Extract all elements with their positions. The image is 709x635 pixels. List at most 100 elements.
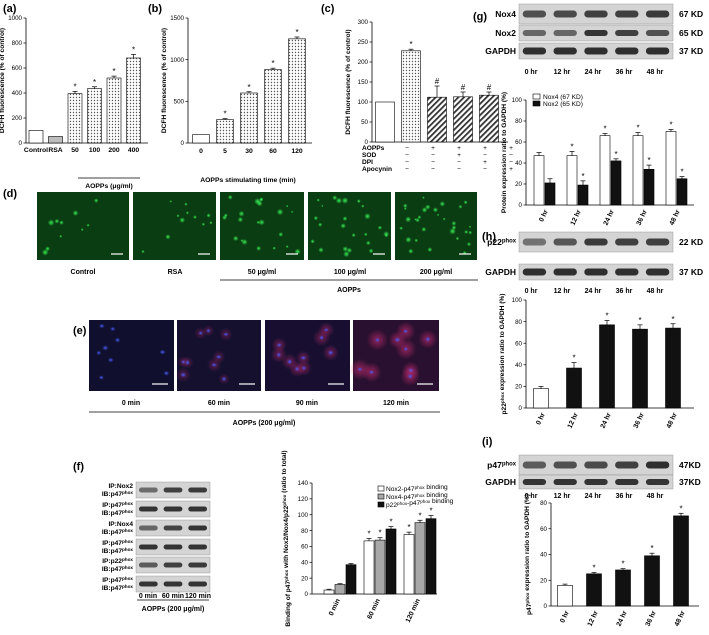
blot-h: p22phox 22 KD GAPDH 37 KD 0 hr 12 hr 24 hr 36 h… [485,231,703,295]
blot-kd-label: 67 KD [679,9,703,19]
bar [615,569,631,607]
blot-band [645,461,670,469]
y-tick-label: 300 [358,19,369,26]
cell-dot [222,215,228,221]
cell-dot [72,210,79,216]
significance-star: * [647,156,650,165]
d-label-200: 200 μg/ml [420,269,452,276]
y-axis-label: DCFH fluorescence (% of control) [345,29,352,134]
blot-band [138,487,158,493]
significance-star: * [295,28,298,37]
treatment-sign: − [431,152,435,159]
cell-dot [206,213,211,218]
cell-dot [165,234,171,240]
cell-dot [278,231,284,237]
blot-row-label: IP:p47phox [102,539,133,547]
blot-row-label: IB:p47phox [102,528,134,536]
cell-dot [340,223,346,229]
cell-dot [184,202,188,206]
significance-star: * [93,78,96,87]
blot-kd-label: 37 KD [679,267,703,277]
x-tick-label: 48 hr [674,610,687,628]
legend-swatch [377,501,385,508]
bar [533,155,545,206]
bar [288,38,306,144]
legend-label: Nox2 (65 KD) [543,101,583,108]
cell-dot [80,228,84,232]
y-tick-label: 40 [301,559,308,566]
blot-lane-label: 24 hr [585,69,602,76]
blot-band [188,581,208,587]
x-tick-label: 0 min [328,598,342,617]
significance-star: * [570,142,573,151]
chart-h: 0 20 40 60 80 100 p22phox expression ratio to … [499,294,694,430]
cell-dot [237,216,244,223]
cell-dot [256,220,261,225]
significance-star: * [407,523,410,532]
blot-band [138,525,158,531]
significance-star: * [572,354,575,363]
x-tick-label: 50 [71,147,79,154]
y-tick-label: 100 [512,97,523,104]
blot-band [163,562,183,568]
blot-band [188,562,208,568]
cell-dot [365,240,371,246]
x-tick-label: 0 [199,148,203,155]
x-tick-label: 60 min [366,598,381,620]
x-tick-label: 30 [245,148,253,155]
x-tick-label: 0 hr [535,412,547,427]
bar [632,135,644,206]
blot-band [615,10,639,18]
y-tick-label: 600 [12,65,23,72]
blot-band [553,47,577,55]
e-group-label: AOPPs (200 μg/ml) [233,420,296,427]
cell-nucleus [327,350,334,356]
y-tick-label: 0 [19,140,23,147]
y-tick-label: 200 [12,115,23,122]
blot-lane-label: 0 hr [525,288,538,295]
panel-label-g: (g) [473,11,487,23]
blot-lane-label: 48 hr [647,69,664,76]
significance-mark: # [461,83,466,92]
d-label-50: 50 μg/ml [248,269,276,276]
bar [566,367,582,409]
micro-d-control [37,192,129,260]
panel-label-e: (e) [73,325,87,337]
panel-label-c: (c) [321,3,335,15]
x-tick-label: 36 hr [636,209,649,227]
blot-lane-label: 48 hr [647,493,664,500]
bar [375,101,395,143]
blot-lane-label: 36 hr [616,493,633,500]
bar [48,136,63,144]
treatment-sign: − [405,159,409,166]
blot-kd-label: 37KD [679,477,701,487]
cell-dot [316,198,320,202]
y-axis-label: Protein expression ratio to GAPDH (%) [501,92,508,213]
chart-f: 0 20 40 60 80 100 120 140 Binding of p47phox wit… [281,450,454,626]
blot-lane-label: 12 hr [554,288,571,295]
cell-dot [377,225,383,230]
bar [345,564,357,595]
y-tick-label: 20 [515,181,522,188]
blot-band [163,544,183,550]
significance-star: * [367,530,370,539]
blot-band [522,47,547,55]
treatment-sign: − [431,159,435,166]
blot-band [645,30,670,36]
cell-nucleus [356,367,363,372]
blot-band [553,10,577,18]
y-tick-label: 140 [298,480,309,487]
treatment-sign: − [431,166,435,173]
blot-band [645,47,670,55]
blot-row-label: IB:p47phox [102,565,134,573]
blot-band [163,581,183,587]
cell-dot [238,210,245,217]
x-tick-label: 12 hr [570,209,583,227]
bar [665,327,681,409]
blot-band [615,238,639,246]
blot-band [522,238,547,246]
cell-dot [364,213,371,220]
blot-row-label: p47phox [487,460,517,470]
significance-star: * [614,150,617,159]
